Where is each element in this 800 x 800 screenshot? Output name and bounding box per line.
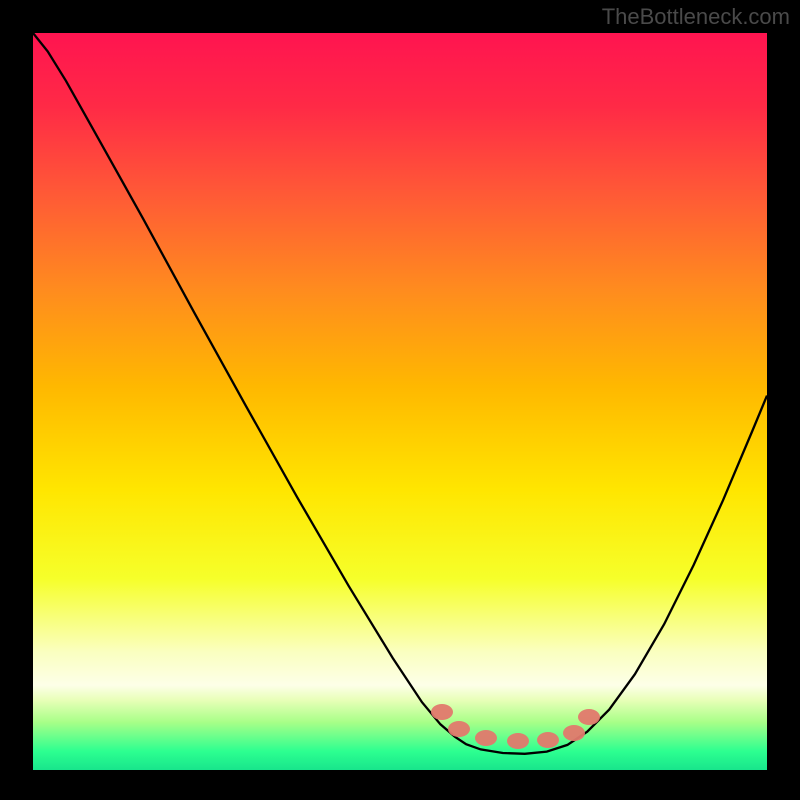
marker-dot: [507, 733, 529, 749]
marker-dot: [431, 704, 453, 720]
watermark-text: TheBottleneck.com: [602, 4, 790, 30]
marker-dot: [563, 725, 585, 741]
marker-dot: [448, 721, 470, 737]
marker-dot: [475, 730, 497, 746]
marker-dot: [578, 709, 600, 725]
marker-dot: [537, 732, 559, 748]
bottleneck-chart: [33, 33, 767, 770]
gradient-background: [33, 33, 767, 770]
chart-frame: TheBottleneck.com: [0, 0, 800, 800]
